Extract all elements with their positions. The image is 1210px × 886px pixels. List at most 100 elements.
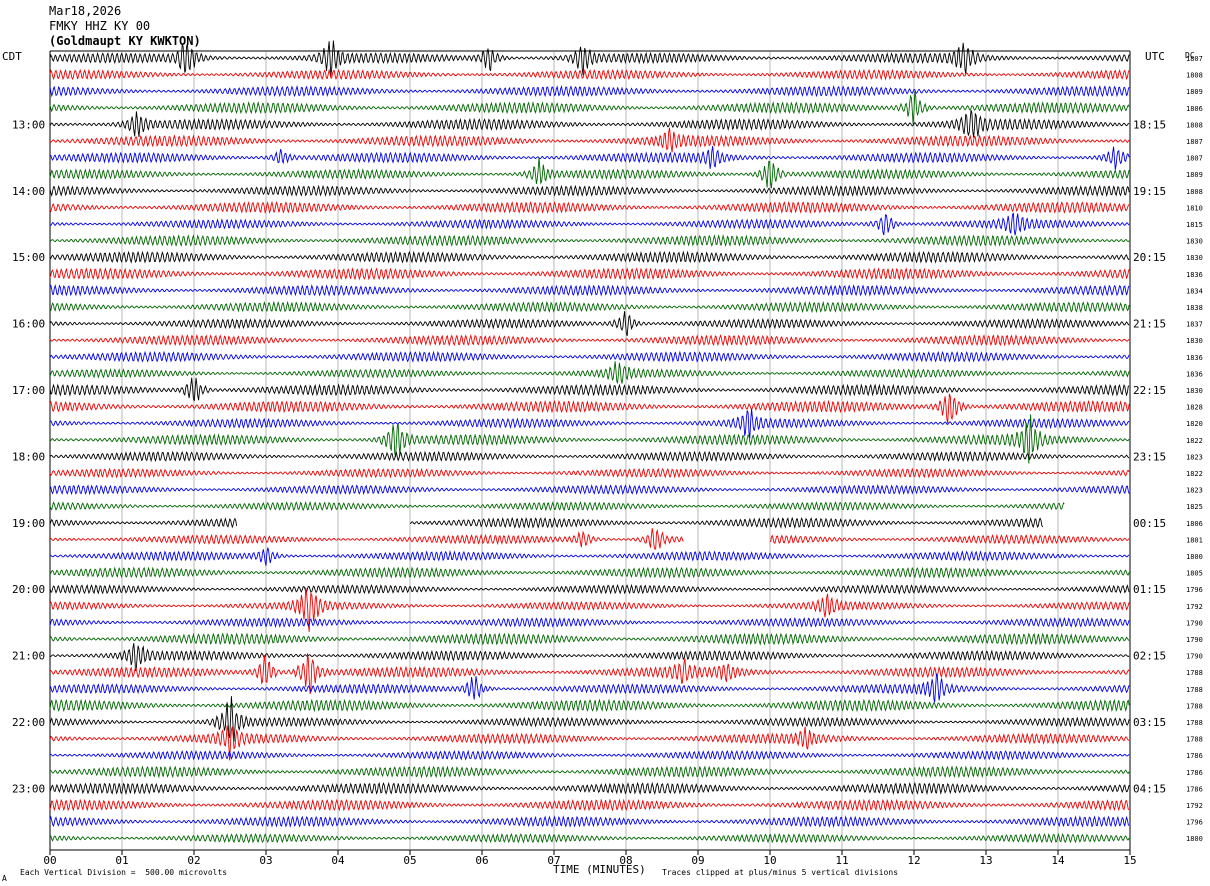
trace-row (49, 300, 1130, 314)
trace-row (49, 643, 1130, 672)
right-hour-label: 21:15 (1133, 318, 1166, 331)
trace-row (49, 157, 1130, 189)
dc-offset-label: 1786 (1186, 785, 1203, 793)
dc-offset-label: 1838 (1186, 304, 1203, 312)
trace-row (49, 516, 1044, 530)
trace-row (49, 200, 1130, 215)
trace-row (49, 653, 1130, 694)
trace-row (49, 40, 1130, 77)
right-hour-label: 20:15 (1133, 251, 1166, 264)
right-hour-label: 23:15 (1133, 450, 1166, 463)
dc-offset-label: 1834 (1186, 287, 1203, 295)
trace-row (49, 267, 1130, 281)
trace-row (49, 749, 1130, 761)
dc-offset-label: 1837 (1186, 321, 1203, 329)
x-tick-label: 10 (763, 854, 776, 867)
dc-offset-label: 1823 (1186, 453, 1203, 461)
trace-row (49, 616, 1130, 629)
dc-offset-label: 1788 (1186, 736, 1203, 744)
trace-row (49, 587, 1130, 632)
dc-offset-label: 1836 (1186, 271, 1203, 279)
dc-offset-label: 1808 (1186, 72, 1203, 80)
dc-offset-label: 1830 (1186, 238, 1203, 246)
x-tick-label: 02 (187, 854, 200, 867)
dc-offset-label: 1823 (1186, 487, 1203, 495)
dc-offset-label: 1796 (1186, 819, 1203, 827)
trace-row (49, 566, 1130, 580)
dc-offset-label: 1822 (1186, 437, 1203, 445)
trace-row (49, 698, 1130, 713)
trace-row (49, 500, 1065, 512)
trace-row (49, 127, 1130, 153)
x-tick-label: 07 (547, 854, 560, 867)
dc-offset-label: 1810 (1186, 204, 1203, 212)
scale-note: Each Vertical Division = 500.00 microvol… (20, 868, 228, 877)
trace-row (49, 250, 1130, 264)
dc-offset-label: 1792 (1186, 802, 1203, 810)
dc-offset-label: 1805 (1186, 570, 1203, 578)
x-tick-label: 15 (1123, 854, 1136, 867)
dc-label: DC (1185, 51, 1195, 60)
trace-row (49, 673, 1130, 703)
trace-row (49, 765, 1130, 779)
trace-row (49, 91, 1130, 125)
trace-row (49, 284, 1130, 297)
x-tick-label: 11 (835, 854, 848, 867)
trace-row (49, 450, 1130, 463)
dc-offset-label: 1806 (1186, 520, 1203, 528)
dc-offset-label: 1809 (1186, 88, 1203, 96)
trace-row (50, 146, 1130, 170)
dc-offset-label: 1809 (1186, 171, 1203, 179)
trace-row (49, 696, 1130, 742)
trace-row (49, 798, 1130, 812)
trace-row (49, 781, 1130, 796)
trace-row (49, 212, 1130, 236)
right-hour-label: 00:15 (1133, 517, 1166, 530)
clip-note: Traces clipped at plus/minus 5 vertical … (662, 868, 899, 877)
trace-row (49, 483, 1130, 496)
left-hour-label: 18:00 (12, 450, 45, 463)
left-hour-label: 14:00 (12, 185, 45, 198)
dc-offset-label: 1822 (1186, 470, 1203, 478)
dc-offset-label: 1800 (1186, 835, 1203, 843)
trace-row (49, 311, 1130, 337)
left-hour-label: 22:00 (12, 716, 45, 729)
left-hour-label: 17:00 (12, 384, 45, 397)
x-tick-label: 06 (475, 854, 488, 867)
dc-offset-label: 1788 (1186, 719, 1203, 727)
dc-offset-label: 1828 (1186, 404, 1203, 412)
right-hour-label: 04:15 (1133, 782, 1166, 795)
dc-offset-label: 1788 (1186, 702, 1203, 710)
dc-offset-label: 1806 (1186, 105, 1203, 113)
x-tick-label: 14 (1051, 854, 1065, 867)
dc-offset-label: 1807 (1186, 55, 1203, 63)
trace-row (49, 467, 1130, 479)
x-tick-label: 12 (907, 854, 920, 867)
station-code: FMKY HHZ KY 00 (49, 19, 151, 33)
left-hour-label: 19:00 (12, 517, 45, 530)
trace-row (49, 414, 1130, 464)
dc-offset-label: 1801 (1186, 536, 1203, 544)
dc-offset-label: 1836 (1186, 370, 1203, 378)
dc-offset-label: 1786 (1186, 769, 1203, 777)
trace-row (49, 68, 1130, 81)
dc-offset-label: 1792 (1186, 603, 1203, 611)
dc-offset-label: 1788 (1186, 686, 1203, 694)
station-location: (Goldmaupt KY KWKTON) (49, 34, 201, 48)
dc-offset-label: 1790 (1186, 636, 1203, 644)
trace-row (49, 333, 1130, 347)
trace-row (49, 632, 1130, 646)
dc-offset-label: 1808 (1186, 121, 1203, 129)
x-tick-label: 01 (115, 854, 128, 867)
dc-offset-label: 1830 (1186, 387, 1203, 395)
trace-row (49, 547, 1130, 566)
left-axis-label: CDT (2, 50, 22, 63)
right-hour-label: 22:15 (1133, 384, 1166, 397)
left-hour-label: 23:00 (12, 782, 45, 795)
x-tick-label: 04 (331, 854, 345, 867)
right-axis-label: UTC (1145, 50, 1165, 63)
dc-offset-label: 1825 (1186, 503, 1203, 511)
dc-offset-label: 1790 (1186, 653, 1203, 661)
left-hour-label: 15:00 (12, 251, 45, 264)
